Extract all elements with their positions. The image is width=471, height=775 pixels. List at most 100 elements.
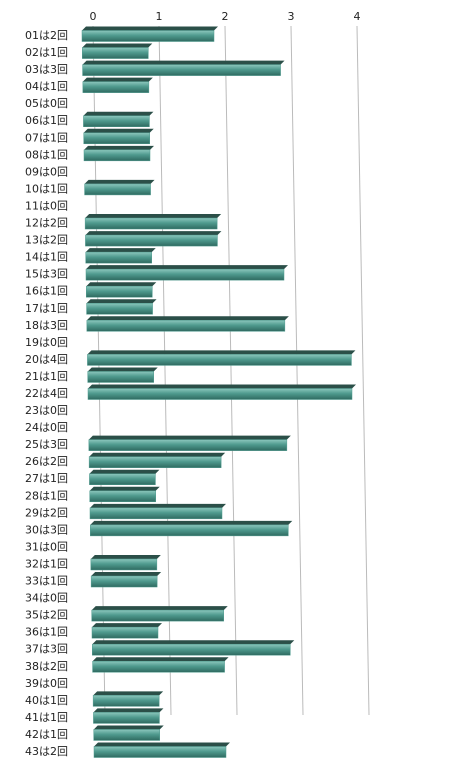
bar-top	[83, 111, 154, 116]
bar	[89, 473, 156, 485]
bar-top	[87, 350, 356, 355]
y-tick-label: 16は1回	[25, 285, 68, 298]
bar-top	[91, 606, 228, 611]
y-tick-label: 11は0回	[25, 199, 68, 212]
y-tick-label: 38は2回	[25, 660, 68, 673]
bar	[89, 490, 156, 503]
y-tick-label: 24は0回	[25, 421, 68, 434]
bar-top	[93, 691, 164, 696]
y-tick-label: 26は2回	[25, 455, 68, 468]
bar	[92, 661, 225, 673]
y-tick-label: 14は1回	[25, 251, 68, 264]
bar-top	[86, 282, 157, 287]
y-tick-label: 36は1回	[25, 626, 68, 639]
bar-top	[82, 43, 153, 48]
bar-top	[93, 708, 164, 713]
grid-line	[290, 25, 304, 716]
y-tick-label: 05は0回	[25, 97, 68, 110]
y-tick-label: 08は1回	[25, 148, 68, 161]
y-tick-label: 21は1回	[25, 370, 68, 383]
bar	[88, 456, 222, 468]
y-tick-label: 25は3回	[25, 438, 68, 451]
bar	[83, 149, 151, 162]
y-tick-label: 19は0回	[25, 336, 68, 349]
bar-top	[89, 469, 160, 474]
y-tick-label: 01は2回	[25, 29, 68, 42]
y-tick-label: 39は0回	[25, 677, 68, 690]
bar-top	[84, 145, 154, 150]
bar	[85, 234, 218, 247]
bar	[89, 507, 223, 520]
bar	[93, 712, 160, 724]
bar	[86, 285, 153, 298]
x-tick-label: 1	[156, 10, 163, 23]
bar-top	[86, 299, 157, 304]
y-tick-label: 02は1回	[25, 46, 68, 59]
y-tick-label: 03は3回	[25, 63, 68, 76]
y-tick-label: 30は3回	[25, 523, 68, 536]
bar-top	[92, 623, 162, 628]
bar	[85, 268, 285, 281]
bar	[82, 47, 149, 59]
bar	[84, 183, 151, 196]
bar	[84, 217, 218, 230]
bar	[88, 439, 288, 451]
bar-top	[92, 640, 295, 645]
y-tick-label: 32は1回	[25, 557, 68, 570]
y-tick-label: 43は2回	[25, 745, 68, 758]
y-tick-label: 07は1回	[25, 131, 68, 144]
y-tick-label: 17は1回	[25, 302, 68, 315]
bar-top	[82, 77, 153, 82]
bar	[85, 251, 152, 264]
y-tick-label: 33は1回	[25, 575, 68, 588]
bar-top	[88, 384, 356, 389]
bar-top	[88, 435, 291, 440]
bar	[93, 746, 227, 758]
y-tick-label: 04は1回	[25, 80, 68, 93]
grid-line	[356, 25, 370, 716]
y-tick-label: 12は2回	[25, 217, 68, 230]
bar	[83, 115, 150, 127]
grid-line	[158, 25, 172, 716]
bar-top	[91, 572, 162, 577]
y-tick-label: 27は1回	[25, 472, 68, 485]
bar	[90, 524, 289, 537]
bar	[86, 320, 286, 332]
y-tick-label: 42は1回	[25, 728, 68, 741]
bar-top	[87, 367, 158, 372]
bar	[93, 729, 160, 741]
bar	[87, 371, 154, 383]
y-tick-label: 13は2回	[25, 234, 68, 247]
bar-top	[89, 452, 226, 457]
y-tick-label: 10は1回	[25, 182, 68, 195]
bar-top	[90, 503, 226, 508]
y-tick-label: 23は0回	[25, 404, 68, 417]
y-tick-label: 28は1回	[25, 489, 68, 502]
x-tick-label: 2	[222, 10, 229, 23]
bar	[90, 558, 158, 571]
bar	[92, 643, 291, 656]
bar-top	[93, 725, 164, 730]
y-tick-label: 20は4回	[25, 353, 68, 366]
bar	[83, 132, 150, 145]
y-tick-label: 41は1回	[25, 711, 68, 724]
bar	[91, 626, 159, 639]
bar-top	[92, 657, 229, 662]
y-tick-label: 31は0回	[25, 540, 68, 553]
bar-top	[85, 214, 222, 219]
bar	[86, 303, 153, 315]
bar	[87, 388, 353, 400]
y-tick-label: 06は1回	[25, 114, 68, 127]
y-tick-label: 37は3回	[25, 643, 68, 656]
bar-top	[94, 742, 230, 747]
bar-top	[86, 265, 288, 270]
bar-top	[86, 316, 289, 321]
bar	[82, 81, 150, 93]
x-tick-label: 0	[90, 10, 97, 23]
x-tick-label: 3	[288, 10, 295, 23]
y-tick-label: 35は2回	[25, 609, 68, 622]
y-tick-label: 09は0回	[25, 165, 68, 178]
bar	[81, 30, 215, 42]
bar-top	[82, 26, 218, 31]
